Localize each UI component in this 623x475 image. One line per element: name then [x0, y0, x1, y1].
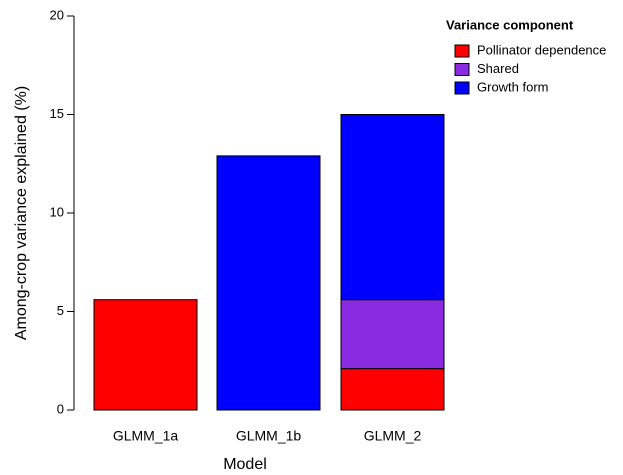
- x-tick-label: GLMM_1a: [113, 428, 179, 444]
- x-tick-label: GLMM_1b: [236, 428, 302, 444]
- bar-segment: [216, 155, 321, 411]
- x-axis-label: Model: [223, 456, 267, 473]
- legend-label: Shared: [477, 61, 519, 76]
- legend-label: Growth form: [477, 79, 549, 94]
- y-axis-label: Among-crop variance explained (%): [13, 86, 30, 340]
- legend-label: Pollinator dependence: [477, 42, 606, 57]
- y-tick-label: 0: [57, 401, 64, 416]
- legend-swatch: [454, 63, 470, 76]
- bar-segment: [340, 299, 445, 370]
- y-tick-label: 5: [57, 303, 64, 318]
- bar-segment: [340, 114, 445, 301]
- bar-segment: [93, 299, 198, 411]
- legend-swatch: [454, 44, 470, 58]
- y-tick-label: 20: [50, 7, 64, 22]
- y-tick-label: 10: [50, 204, 64, 219]
- legend-title: Variance component: [446, 17, 574, 32]
- y-tick-label: 15: [50, 106, 64, 121]
- x-tick-label: GLMM_2: [364, 428, 422, 444]
- legend-swatch: [454, 81, 470, 95]
- bar-segment: [340, 368, 445, 411]
